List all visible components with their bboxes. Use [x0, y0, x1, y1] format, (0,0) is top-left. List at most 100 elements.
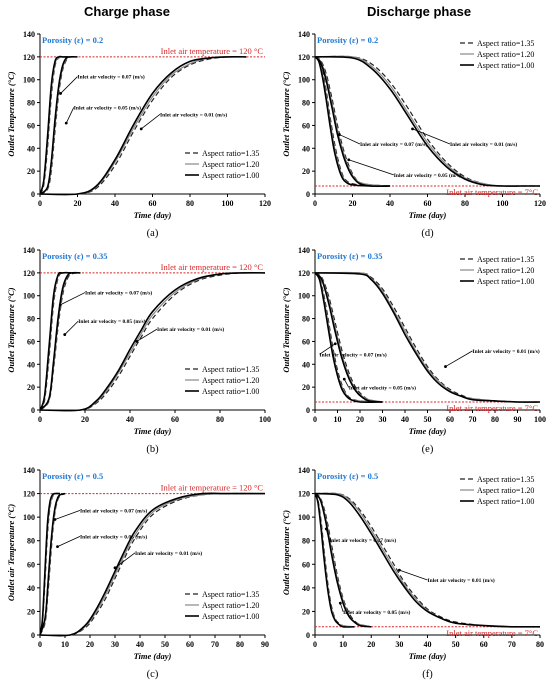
chart-e-annotation-label: Inlet air velocity = 0.07 (m/s) — [320, 351, 387, 358]
chart-c-series-v0.05-ar1 — [39, 492, 66, 636]
chart-a-legend-label: Aspect ratio=1.35 — [202, 149, 259, 158]
chart-panel-b: 0 20 40 60 80 100 120 140 0 20 40 60 80 100 Time (day)… — [6, 246, 271, 455]
chart-a-y-tick-label: 20 — [27, 167, 35, 176]
chart-b-x-tick-label: 20 — [81, 415, 89, 424]
chart-f-annotation-arrowhead — [397, 568, 401, 572]
chart-c-annotation-arrowhead — [53, 518, 57, 521]
chart-d-y-tick-label: 40 — [302, 144, 310, 153]
chart-e-x-tick-label: 70 — [469, 415, 477, 424]
chart-c-legend-label: Aspect ratio=1.00 — [202, 612, 259, 621]
chart-c-annotation-arrow — [57, 535, 81, 547]
chart-e-y-tick-label: 120 — [298, 269, 310, 278]
chart-e-porosity-label: Porosity (ε) = 0.35 — [317, 251, 382, 261]
chart-f-annotation-arrowhead — [324, 527, 328, 531]
chart-a-annotation-label: Inlet air velocity = 0.01 (m/s) — [160, 111, 227, 118]
chart-f-x-tick-label: 80 — [536, 640, 544, 649]
chart-d-y-tick-label: 100 — [298, 76, 310, 85]
chart-c-x-tick-label: 40 — [136, 640, 144, 649]
chart-a-annotation-label: Inlet air velocity = 0.07 (m/s) — [78, 74, 145, 81]
chart-f-y-tick-label: 60 — [302, 560, 310, 569]
chart-f-annotation-arrow — [339, 603, 344, 612]
chart-c-y-tick-label: 140 — [23, 466, 35, 475]
chart-c-y-tick-label: 60 — [27, 560, 35, 569]
chart-d-caption: (d) — [421, 228, 434, 239]
chart-f-x-tick-label: 60 — [480, 640, 488, 649]
chart-c-x-tick-label: 20 — [86, 640, 94, 649]
chart-d-y-tick-label: 0 — [306, 190, 310, 199]
chart-c-x-tick-label: 10 — [61, 640, 69, 649]
chart-f-y-axis-title: Outlet Temperature (°C) — [281, 510, 291, 595]
chart-f-series-v0.01-ar1.35 — [314, 492, 541, 628]
chart-panel-f: 0 20 40 60 80 100 120 140 0 10 20 30 40 50 60 70 80 Time … — [281, 466, 544, 680]
chart-a-annotation-arrow — [65, 107, 75, 124]
chart-e-annotation-arrowhead — [342, 377, 346, 381]
chart-f-x-tick-label: 0 — [313, 640, 317, 649]
chart-c-annotation-label: Inlet air velocity = 0.05 (m/s) — [80, 533, 147, 540]
chart-f-annotation-arrow — [399, 569, 428, 581]
chart-f-series-v0.07-ar1.35 — [314, 493, 355, 628]
chart-b-series-v0.07-ar1 — [39, 271, 72, 411]
chart-d-legend-label: Aspect ratio=1.20 — [477, 50, 534, 59]
chart-e-series-v0.01-ar1.2 — [314, 271, 541, 403]
chart-b-y-tick-label: 80 — [27, 315, 35, 324]
chart-e-x-tick-label: 40 — [401, 415, 409, 424]
chart-e-x-tick-label: 30 — [379, 415, 387, 424]
chart-b-annotation-arrowhead — [135, 340, 139, 343]
chart-e-legend-label: Aspect ratio=1.35 — [477, 255, 534, 264]
chart-f-x-tick-label: 70 — [508, 640, 516, 649]
chart-e-x-tick-label: 80 — [491, 415, 499, 424]
chart-c-caption: (c) — [147, 669, 159, 680]
chart-b-y-tick-label: 100 — [23, 292, 35, 301]
chart-d-x-tick-label: 20 — [349, 199, 357, 208]
chart-d-series-v0.07-ar1.35 — [314, 56, 391, 187]
chart-f-x-tick-label: 30 — [395, 640, 403, 649]
chart-f-y-tick-label: 80 — [302, 537, 310, 546]
chart-e-y-tick-label: 100 — [298, 292, 310, 301]
chart-a-y-axis-title: Outlet Temperature (°C) — [6, 71, 16, 156]
chart-c-y-tick-label: 20 — [27, 607, 35, 616]
chart-c-series-v0.01-ar1.2 — [39, 492, 266, 637]
chart-f-y-tick-label: 100 — [298, 513, 310, 522]
chart-d-inlet-label: Inlet air temperature = 7°C — [446, 187, 538, 197]
chart-e-x-tick-label: 60 — [446, 415, 454, 424]
chart-a-series-v0.05-ar1.35 — [39, 56, 78, 195]
chart-f-y-tick-label: 0 — [306, 631, 310, 640]
chart-e-annotation-label: Inlet air velocity = 0.01 (m/s) — [473, 348, 540, 355]
chart-f-x-tick-label: 10 — [339, 640, 347, 649]
chart-d-series-v0.01-ar1.35 — [314, 55, 540, 187]
chart-d-y-tick-label: 60 — [302, 121, 310, 130]
chart-b-annotation-arrowhead — [58, 303, 62, 307]
chart-a-legend-label: Aspect ratio=1.00 — [202, 171, 259, 180]
chart-e-series-v0.05-ar1 — [314, 272, 383, 403]
chart-c-annotation-arrow — [54, 510, 81, 520]
chart-c-y-tick-label: 100 — [23, 513, 35, 522]
discharge-phase-title: Discharge phase — [367, 4, 472, 19]
chart-f-x-axis-title: Time (day) — [409, 651, 447, 661]
chart-e-annotation-arrowhead — [333, 342, 337, 346]
chart-d-annotation-arrow — [339, 134, 361, 145]
chart-d-y-axis-title: Outlet Temperature (°C) — [281, 71, 291, 156]
chart-e-caption: (e) — [422, 444, 434, 455]
chart-e-y-tick-label: 0 — [306, 406, 310, 415]
chart-e-y-axis-title: Outlet Temperature (°C) — [281, 287, 291, 372]
chart-d-y-tick-label: 80 — [302, 99, 310, 108]
chart-b-annotation-arrow — [136, 328, 158, 342]
chart-a-annotation-arrowhead — [59, 92, 63, 95]
chart-b-y-tick-label: 60 — [27, 337, 35, 346]
chart-b-y-tick-label: 40 — [27, 360, 35, 369]
chart-b-inlet-label: Inlet air temperature = 120 °C — [161, 262, 264, 272]
chart-f-x-tick-label: 50 — [452, 640, 460, 649]
chart-f-series-v0.07-ar1 — [314, 493, 355, 628]
chart-f-annotation-arrowhead — [338, 601, 342, 605]
chart-d-x-tick-label: 60 — [424, 199, 432, 208]
chart-c-annotation-arrowhead — [56, 545, 59, 549]
chart-e-x-tick-label: 100 — [534, 415, 546, 424]
chart-d-annotation-arrowhead — [411, 127, 414, 131]
chart-d-x-axis-title: Time (day) — [409, 210, 447, 220]
chart-c-x-tick-label: 30 — [111, 640, 119, 649]
chart-b-annotation-label: Inlet air velocity = 0.01 (m/s) — [157, 326, 224, 333]
chart-a-x-tick-label: 80 — [186, 199, 194, 208]
chart-a-annotation-arrow — [141, 113, 161, 130]
chart-c-inlet-label: Inlet air temperature = 120 °C — [161, 483, 264, 493]
